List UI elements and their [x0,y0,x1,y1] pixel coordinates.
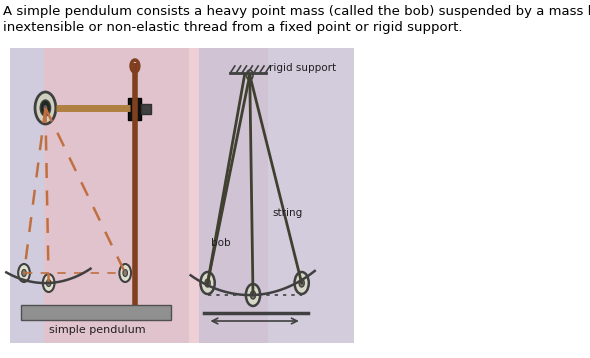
Circle shape [247,70,253,80]
Circle shape [119,264,131,282]
Bar [199,48,353,343]
Circle shape [123,270,127,276]
Bar [129,98,142,120]
Bar [44,48,268,343]
Bar [9,48,189,343]
Circle shape [43,274,54,292]
Circle shape [35,92,56,124]
Circle shape [299,279,304,287]
Bar [21,305,171,320]
Circle shape [22,270,27,276]
Circle shape [246,284,260,306]
Circle shape [44,105,47,111]
Text: A simple pendulum consists a heavy point mass (called the bob) suspended by a ma: A simple pendulum consists a heavy point… [3,5,590,18]
Text: string: string [273,208,303,218]
Text: simple pendulum: simple pendulum [49,325,146,335]
Circle shape [47,280,51,286]
Text: bob: bob [211,238,231,248]
Circle shape [40,100,51,116]
Circle shape [294,272,309,294]
Circle shape [18,264,30,282]
Bar [142,104,150,114]
Text: inextensible or non-elastic thread from a fixed point or rigid support.: inextensible or non-elastic thread from … [3,21,463,34]
Circle shape [250,291,255,299]
Text: rigid support: rigid support [269,63,336,73]
Circle shape [205,279,210,287]
Circle shape [201,272,215,294]
